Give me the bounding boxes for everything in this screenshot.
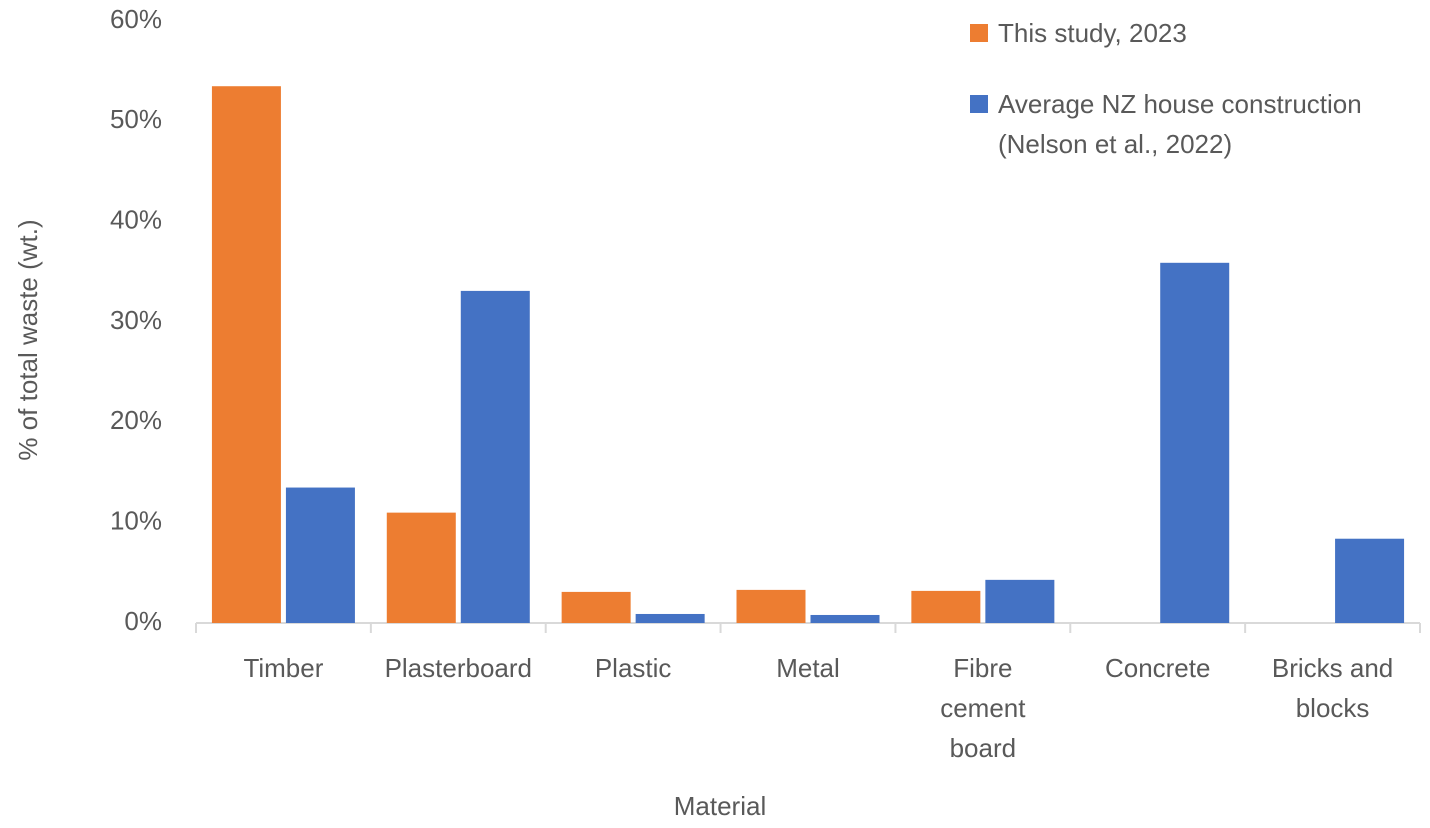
y-axis-title: % of total waste (wt.) <box>13 219 43 460</box>
bar <box>1160 262 1230 623</box>
x-tick-label: Plasterboard <box>384 653 532 683</box>
x-tick-label: Plastic <box>594 653 672 683</box>
bar <box>460 290 530 623</box>
bar <box>911 590 981 623</box>
x-tick-label: Concrete <box>1104 653 1211 683</box>
legend-swatch <box>970 95 988 113</box>
y-tick-label: 0% <box>124 606 162 636</box>
legend-item: This study, 2023 <box>970 13 1418 53</box>
bar <box>810 614 880 623</box>
x-tick-label: Fibre cement board <box>940 653 1026 763</box>
y-tick-label: 50% <box>110 104 162 134</box>
y-tick-label: 20% <box>110 405 162 435</box>
y-tick-label: 10% <box>110 506 162 536</box>
bar <box>211 86 281 623</box>
legend-item: Average NZ house construction (Nelson et… <box>970 84 1418 164</box>
legend-label: This study, 2023 <box>998 18 1187 48</box>
legend-label: Average NZ house construction (Nelson et… <box>998 89 1362 159</box>
y-tick-label: 30% <box>110 305 162 335</box>
x-axis-title: Material <box>674 791 766 821</box>
bar <box>1335 538 1405 623</box>
y-tick-label: 60% <box>110 4 162 34</box>
bar <box>285 487 355 623</box>
bar <box>736 589 806 623</box>
x-tick-label: Timber <box>243 653 324 683</box>
legend-swatch <box>970 24 988 42</box>
bar <box>561 591 631 623</box>
bar <box>985 579 1055 623</box>
y-tick-label: 40% <box>110 205 162 235</box>
bar <box>386 512 456 623</box>
x-tick-label: Metal <box>776 653 840 683</box>
x-tick-label: Bricks and blocks <box>1271 653 1394 723</box>
bar <box>635 613 705 623</box>
